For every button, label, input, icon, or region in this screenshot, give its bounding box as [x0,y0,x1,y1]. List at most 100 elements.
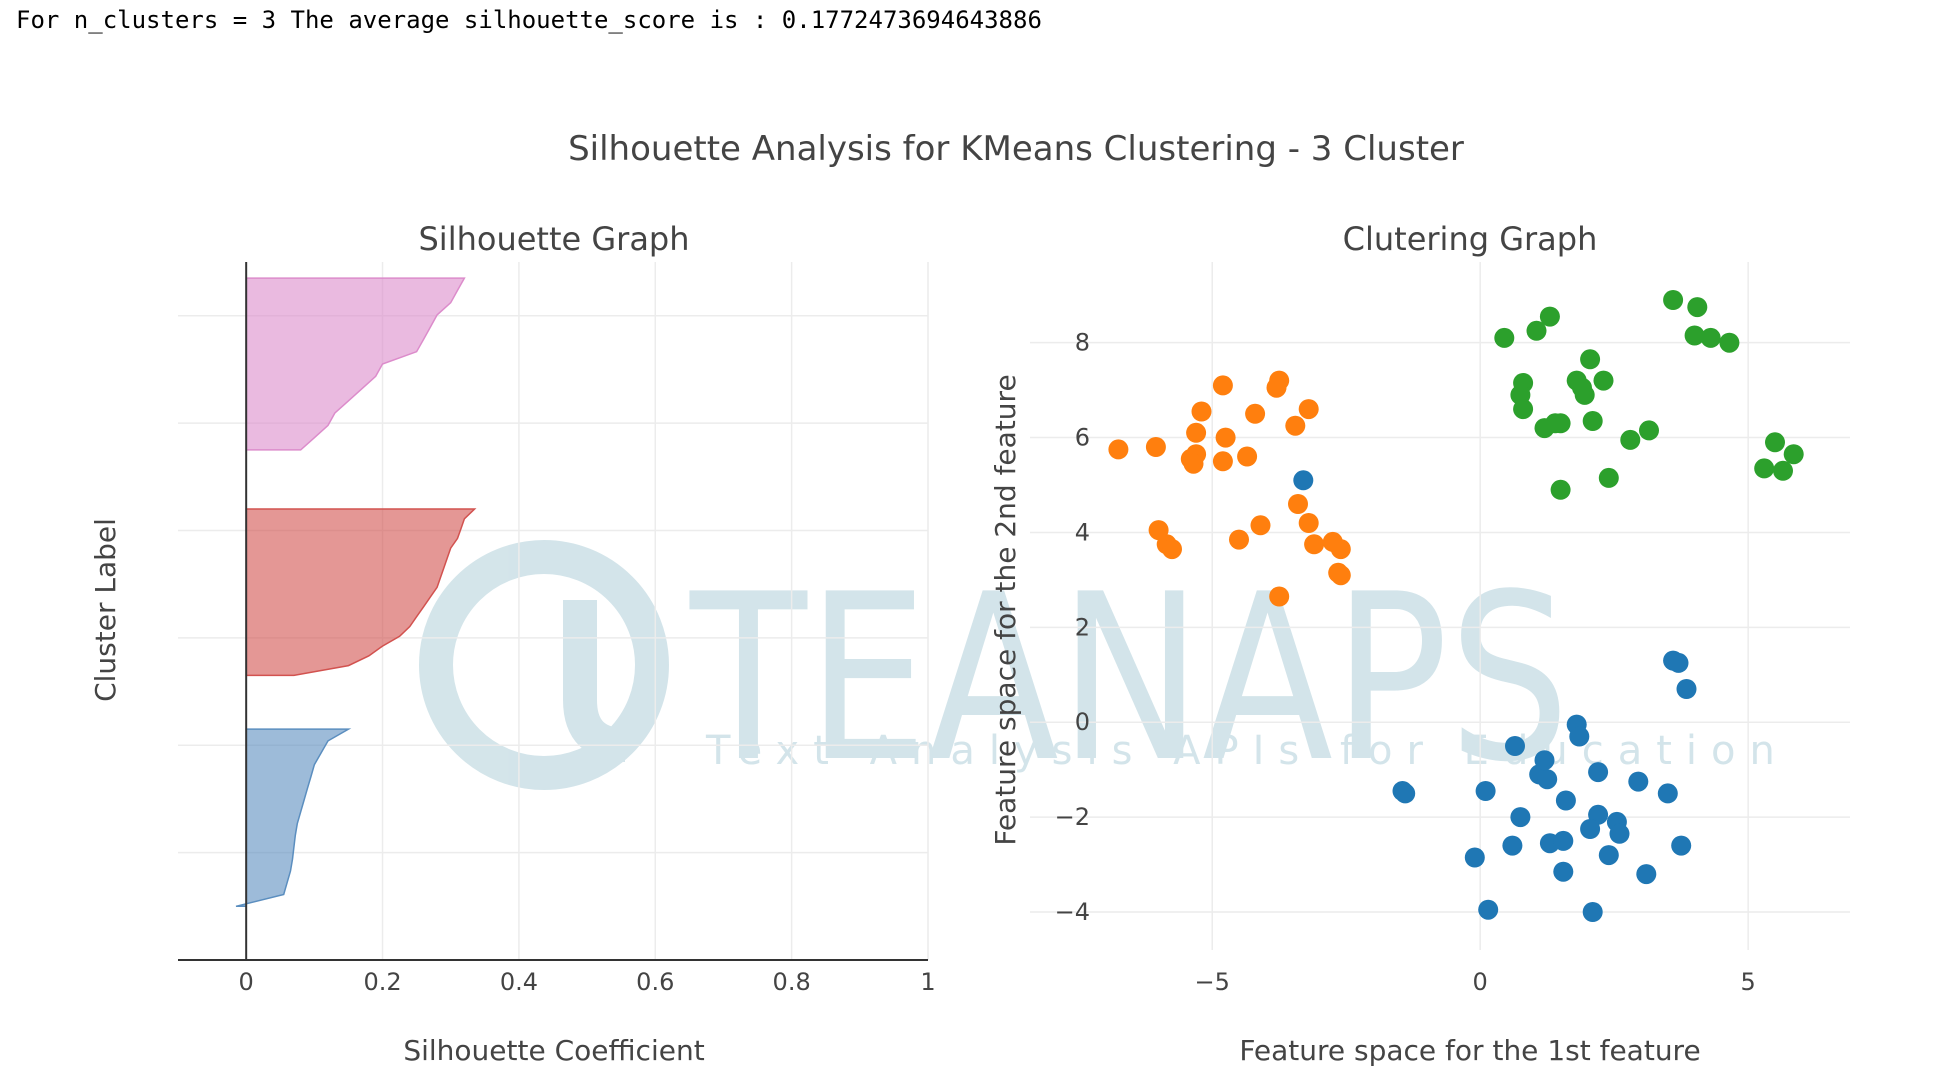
silhouette-cluster-area-2 [245,277,466,451]
cluster-0-point [1598,845,1619,866]
cluster-1-point [1191,401,1212,422]
cluster-1-point [1304,534,1325,555]
cluster-0-point [1676,679,1697,699]
clustering-y-tick-label: 6 [1075,424,1090,452]
cluster-2-point [1582,411,1603,431]
cluster-1-point [1145,437,1166,457]
clustering-x-tick-label: 5 [1741,968,1756,996]
cluster-2-point [1539,306,1560,327]
cluster-1-point [1298,399,1319,420]
cluster-0-point [1534,750,1555,771]
cluster-2-point [1765,432,1785,453]
cluster-1-point [1288,494,1308,514]
silhouette-axes [178,262,928,961]
cluster-2-point [1684,325,1705,346]
silhouette-x-tick-label: 0.6 [636,968,674,996]
clustering-x-label: Feature space for the 1st feature [1239,1034,1700,1067]
clustering-x-ticks: −5 0 5 [1195,968,1756,996]
silhouette-chart-title: Silhouette Graph [418,220,689,258]
cluster-2-point [1550,413,1571,434]
cluster-1-point [1215,427,1236,448]
cluster-0-point [1505,736,1525,756]
figure-title: Silhouette Analysis for KMeans Clusterin… [568,129,1464,169]
clustering-points [1108,290,1804,922]
clustering-chart: Clutering Graph −5 0 5 −4 −2 0 2 4 6 8 Feature s… [989,220,1850,1067]
cluster-2-point [1494,327,1515,348]
silhouette-cluster-area-0 [235,728,352,908]
silhouette-x-tick-label: 0.4 [500,968,538,996]
cluster-2-point [1598,467,1619,488]
cluster-0-point [1668,652,1689,673]
silhouette-x-tick-label: 0 [239,968,254,996]
silhouette-chart: Silhouette Graph 0 0.2 0.4 0.6 0.8 1 Silhouet… [89,220,936,1067]
cluster-1-point [1269,586,1290,607]
cluster-0-point [1537,769,1558,790]
clustering-y-tick-label: 2 [1075,613,1090,641]
cluster-1-point [1250,515,1271,536]
clustering-y-tick-label: 0 [1075,708,1090,736]
cluster-0-point [1475,781,1496,801]
watermark-brand: TEANAPS [689,546,1570,813]
silhouette-x-tick-label: 1 [920,968,935,996]
cluster-2-point [1719,332,1740,353]
cluster-0-point [1588,762,1609,783]
clustering-y-tick-label: −4 [1055,898,1090,926]
cluster-1-point [1108,439,1129,460]
silhouette-x-tick-label: 0.8 [773,968,811,996]
cluster-0-point [1555,790,1576,811]
clustering-x-tick-label: 0 [1473,968,1488,996]
cluster-2-point [1783,444,1804,465]
cluster-1-point [1245,403,1266,424]
cluster-1-point [1298,513,1319,533]
cluster-1-point [1285,415,1306,436]
cluster-0-point [1582,902,1603,922]
cluster-0-point [1657,783,1678,804]
cluster-2-point [1593,370,1614,391]
cluster-2-point [1620,429,1641,450]
watermark: TEANAPS Text Analysis APIs for Education [419,540,1789,813]
clustering-y-ticks: −4 −2 0 2 4 6 8 [1055,329,1090,926]
cluster-1-point [1212,375,1233,396]
cluster-0-point [1569,726,1590,747]
clustering-x-tick-label: −5 [1195,968,1230,996]
cluster-1-point [1330,565,1351,586]
cluster-0-point [1628,771,1649,792]
silhouette-x-tick-label: 0.2 [363,968,401,996]
cluster-1-point [1266,377,1287,398]
cluster-0-point [1293,470,1314,491]
cluster-2-point [1754,458,1775,479]
cluster-2-point [1534,418,1555,439]
cluster-2-point [1639,420,1659,441]
watermark-tagline: Text Analysis APIs for Education [705,728,1789,774]
cluster-1-point [1330,539,1351,560]
cluster-2-point [1687,297,1708,318]
cluster-0-point [1609,823,1630,844]
cluster-2-point [1580,349,1601,370]
cluster-2-point [1526,320,1547,341]
cluster-2-point [1700,327,1721,348]
silhouette-y-label: Cluster Label [89,518,122,702]
clustering-y-label: Feature space for the 2nd feature [989,374,1022,845]
cluster-1-point [1237,446,1258,467]
clustering-y-tick-label: −2 [1055,803,1090,831]
cluster-2-point [1574,384,1595,405]
cluster-2-point [1550,479,1571,500]
cluster-0-point [1464,847,1485,868]
console-output: For n_clusters = 3 The average silhouett… [16,6,1042,34]
cluster-0-point [1553,830,1574,851]
cluster-2-point [1663,290,1684,310]
cluster-1-point [1212,451,1233,472]
cluster-1-point [1229,529,1249,550]
cluster-0-point [1478,899,1499,920]
clustering-chart-title: Clutering Graph [1343,220,1598,258]
clustering-y-tick-label: 8 [1075,329,1090,357]
cluster-0-point [1395,783,1416,804]
silhouette-cluster-area-1 [245,508,477,677]
clustering-grid [1030,262,1850,950]
cluster-1-point [1162,539,1182,560]
clustering-y-tick-label: 4 [1075,518,1090,546]
cluster-0-point [1636,864,1657,885]
cluster-0-point [1502,835,1523,856]
cluster-0-point [1671,835,1692,856]
